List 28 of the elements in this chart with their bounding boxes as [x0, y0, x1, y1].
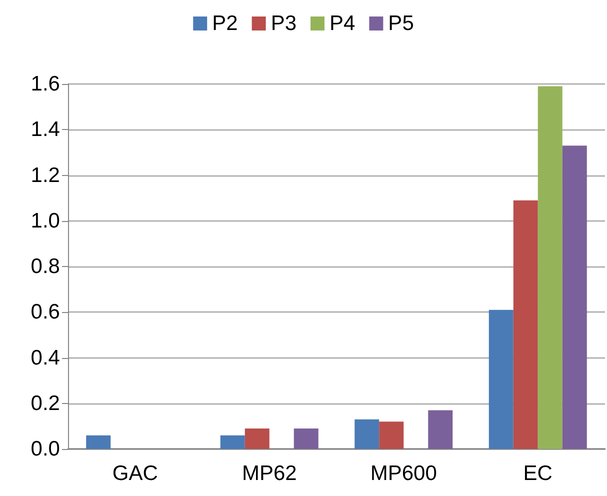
- y-tick-label: 0.4: [30, 346, 60, 370]
- y-tick-label: 0.6: [30, 300, 60, 324]
- bar: [379, 422, 404, 449]
- bar: [244, 428, 270, 449]
- legend-label: P4: [330, 12, 356, 35]
- y-tick-label: 1.4: [30, 118, 60, 142]
- bar: [513, 200, 538, 449]
- y-tick-label: 1.2: [30, 164, 60, 187]
- legend-label: P3: [270, 12, 296, 35]
- bar: [562, 146, 587, 449]
- x-tick-label: MP600: [370, 462, 437, 485]
- y-tick-label: 1.0: [30, 209, 60, 232]
- x-tick-label: EC: [523, 462, 552, 485]
- y-tick-label: 1.6: [30, 72, 60, 96]
- bar: [538, 86, 562, 449]
- bar: [354, 419, 380, 449]
- bar: [488, 310, 514, 449]
- bar: [86, 435, 111, 449]
- y-tick-label: 0.2: [30, 392, 60, 415]
- bar: [428, 410, 453, 449]
- legend-label: P2: [212, 12, 238, 35]
- y-tick-label: 0.8: [30, 255, 60, 278]
- legend-label: P5: [388, 12, 414, 35]
- bar: [294, 428, 318, 449]
- x-tick-label: GAC: [112, 462, 158, 485]
- bar: [220, 435, 245, 449]
- x-tick-label: MP62: [242, 462, 297, 485]
- y-tick-label: 0.0: [30, 438, 60, 460]
